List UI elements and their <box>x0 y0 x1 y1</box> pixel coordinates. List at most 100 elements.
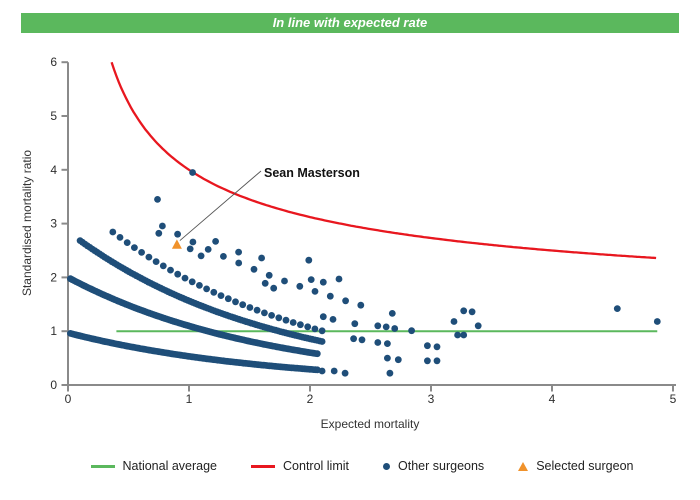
surgeon-dot[interactable] <box>224 295 232 303</box>
surgeon-dot[interactable] <box>210 288 218 296</box>
surgeon-dot[interactable] <box>261 279 269 287</box>
status-header-bar: In line with expected rate <box>21 13 679 33</box>
surgeon-dot[interactable] <box>342 297 349 305</box>
surgeon-dot[interactable] <box>388 310 396 317</box>
surgeon-dot[interactable] <box>152 258 160 265</box>
surgeon-dot[interactable] <box>424 342 431 350</box>
surgeon-dot[interactable] <box>468 308 476 316</box>
surgeon-dot[interactable] <box>311 325 319 333</box>
surgeon-dot[interactable] <box>212 238 220 245</box>
surgeon-dot[interactable] <box>454 331 461 339</box>
surgeon-dot[interactable] <box>424 357 431 365</box>
surgeon-dot[interactable] <box>246 304 254 311</box>
surgeon-dot[interactable] <box>275 314 283 322</box>
surgeon-dot[interactable] <box>258 254 265 262</box>
legend-item-selected-surgeon[interactable]: Selected surgeon <box>518 459 633 473</box>
surgeon-dot[interactable] <box>159 262 167 270</box>
surgeon-dot[interactable] <box>330 367 338 375</box>
surgeon-dot[interactable] <box>189 238 197 246</box>
annotation-label: Sean Masterson <box>264 166 360 180</box>
surgeon-dot[interactable] <box>450 318 458 325</box>
surgeon-dot[interactable] <box>138 249 146 256</box>
surgeon-dot[interactable] <box>250 265 258 273</box>
surgeon-dot[interactable] <box>374 322 382 330</box>
surgeon-dot[interactable] <box>235 248 243 256</box>
surgeon-dot[interactable] <box>433 357 441 365</box>
surgeon-dot[interactable] <box>155 229 163 237</box>
surgeon-dot[interactable] <box>326 292 334 300</box>
surgeon-dot[interactable] <box>307 276 315 283</box>
surgeon-dot[interactable] <box>341 369 349 377</box>
surgeon-dot[interactable] <box>313 350 321 358</box>
surgeon-dot[interactable] <box>357 301 365 309</box>
surgeon-dot[interactable] <box>131 244 138 252</box>
surgeon-dot[interactable] <box>433 343 441 351</box>
surgeon-dot[interactable] <box>318 367 326 375</box>
surgeon-dot[interactable] <box>265 271 273 279</box>
surgeon-dot[interactable] <box>197 252 205 260</box>
surgeon-dot[interactable] <box>318 338 326 345</box>
surgeon-dot[interactable] <box>319 278 327 286</box>
surgeon-dot[interactable] <box>159 222 166 230</box>
surgeon-dot[interactable] <box>653 318 661 325</box>
surgeon-dot[interactable] <box>239 301 247 309</box>
surgeon-dot[interactable] <box>319 313 327 321</box>
surgeon-dot[interactable] <box>116 234 124 241</box>
surgeon-dot[interactable] <box>203 285 211 293</box>
surgeon-dot[interactable] <box>109 228 117 236</box>
surgeon-dot[interactable] <box>311 288 319 295</box>
surgeon-dot[interactable] <box>394 356 402 364</box>
surgeon-dot[interactable] <box>613 305 621 312</box>
surgeon-dot[interactable] <box>408 327 415 335</box>
surgeon-dot[interactable] <box>384 340 391 347</box>
surgeon-dot[interactable] <box>386 369 394 377</box>
surgeon-dot[interactable] <box>186 245 194 253</box>
surgeon-dot[interactable] <box>270 284 278 292</box>
surgeon-dot[interactable] <box>318 327 326 335</box>
surgeon-dot[interactable] <box>335 275 343 283</box>
surgeon-dot[interactable] <box>281 277 288 285</box>
surgeon-dot[interactable] <box>174 230 182 238</box>
selected-surgeon-marker[interactable] <box>171 239 182 249</box>
legend-item-control-limit[interactable]: Control limit <box>251 459 349 473</box>
surgeon-dot[interactable] <box>382 323 390 331</box>
surgeon-dot[interactable] <box>358 336 366 344</box>
surgeon-dot[interactable] <box>188 278 196 286</box>
surgeon-dot[interactable] <box>189 169 197 176</box>
surgeon-dot[interactable] <box>297 321 304 329</box>
surgeon-dot[interactable] <box>391 325 399 332</box>
surgeon-dot[interactable] <box>329 316 337 323</box>
surgeon-dot[interactable] <box>474 322 482 330</box>
surgeon-dot[interactable] <box>384 354 391 362</box>
surgeon-dot[interactable] <box>289 319 297 326</box>
legend-label-national-average: National average <box>122 459 218 473</box>
surgeon-dot[interactable] <box>296 282 304 290</box>
surgeon-dot[interactable] <box>350 335 357 343</box>
surgeon-dot[interactable] <box>460 307 468 315</box>
surgeon-dot[interactable] <box>282 316 290 324</box>
surgeon-dot[interactable] <box>145 253 153 261</box>
surgeon-dot[interactable] <box>217 292 225 299</box>
surgeon-dot[interactable] <box>304 323 312 331</box>
surgeon-dot[interactable] <box>460 331 468 339</box>
legend-item-national-average[interactable]: National average <box>90 459 218 473</box>
surgeon-dot[interactable] <box>174 270 182 278</box>
surgeon-dot[interactable] <box>154 196 161 203</box>
surgeon-dot[interactable] <box>305 256 313 264</box>
surgeon-dot[interactable] <box>235 259 243 267</box>
x-tick-label: 3 <box>428 392 435 406</box>
surgeon-dot[interactable] <box>253 306 261 314</box>
legend-item-other-surgeons[interactable]: Other surgeons <box>383 459 484 473</box>
surgeon-dot[interactable] <box>196 282 203 289</box>
surgeon-dot[interactable] <box>351 320 359 328</box>
surgeon-dot[interactable] <box>204 246 212 253</box>
surgeon-dot[interactable] <box>167 266 174 274</box>
surgeon-dot[interactable] <box>181 274 189 282</box>
surgeon-dot[interactable] <box>261 309 268 317</box>
surgeon-dot[interactable] <box>220 253 227 260</box>
surgeon-dot[interactable] <box>123 239 131 247</box>
surgeon-dot[interactable] <box>374 339 382 346</box>
surgeon-dot[interactable] <box>232 298 239 306</box>
surgeon-dot[interactable] <box>268 312 275 319</box>
